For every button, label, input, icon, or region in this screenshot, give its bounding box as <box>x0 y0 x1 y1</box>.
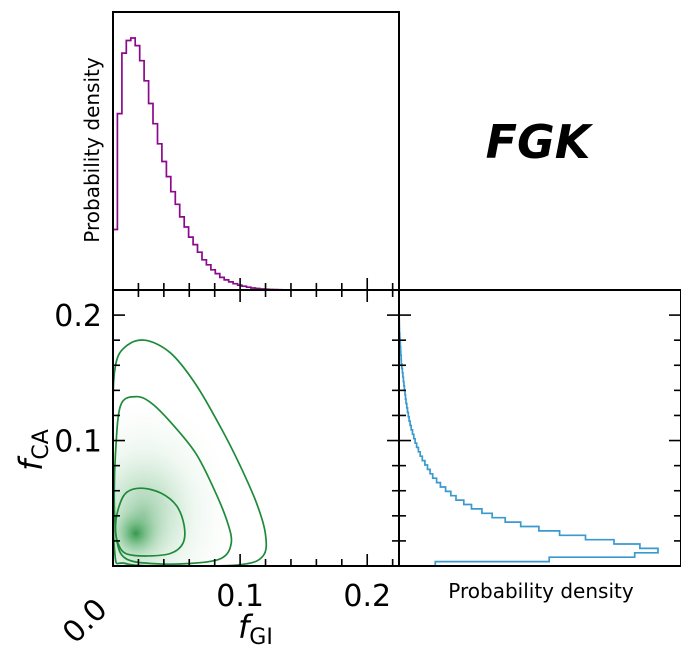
right-panel-frame <box>398 289 681 567</box>
origin-tick-label: 0.0 <box>56 592 114 645</box>
y-tick-label: 0.1 <box>54 425 102 460</box>
y-tick-label: 0.2 <box>54 299 102 334</box>
contour-middle <box>113 395 233 565</box>
top-panel-ylabel: Probability density <box>80 57 104 243</box>
right-panel-xlabel: Probability density <box>448 579 634 603</box>
contour-inner <box>114 487 186 557</box>
top-histogram <box>112 37 398 291</box>
axis-ticks <box>113 278 681 566</box>
y-axis-label: fCA <box>12 429 54 471</box>
x-axis-label-sub: GI <box>249 625 273 645</box>
density-core <box>113 491 176 566</box>
y-axis-label-sub: CA <box>29 429 54 459</box>
fca-histogram-line <box>398 293 659 567</box>
x-tick-label: 0.2 <box>343 579 391 614</box>
chart-title: FGK <box>486 115 594 169</box>
top-panel-frame <box>112 11 400 291</box>
right-histogram <box>398 293 659 567</box>
fgi-histogram-line <box>112 37 398 291</box>
joint-density <box>113 393 239 566</box>
tick-labels: 0.1 0.2 0.1 0.2 <box>54 299 391 614</box>
x-tick-label: 0.1 <box>216 579 264 614</box>
